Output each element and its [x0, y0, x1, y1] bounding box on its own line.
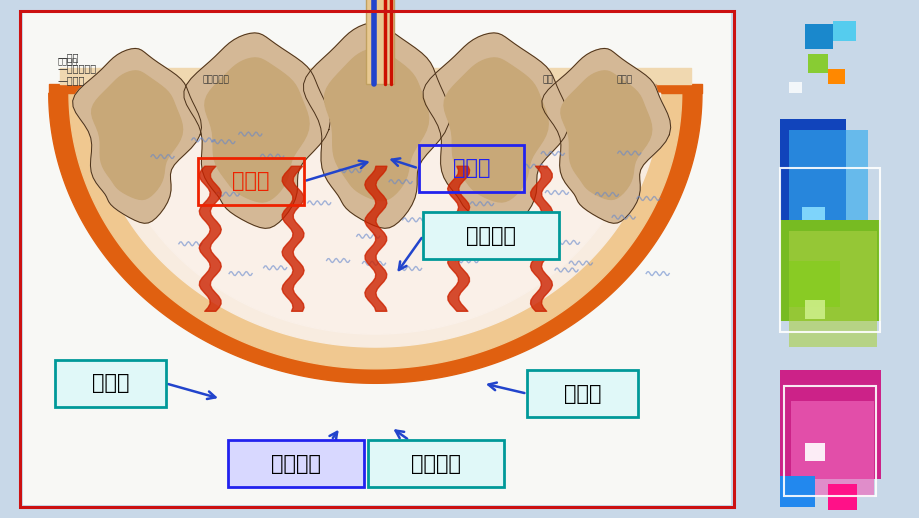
Bar — [790, 401, 873, 497]
Bar — [779, 220, 880, 321]
Polygon shape — [423, 33, 569, 228]
Bar — [789, 82, 801, 93]
Polygon shape — [184, 33, 330, 228]
Bar — [804, 443, 824, 461]
Bar — [801, 207, 824, 228]
Text: 绒毛间隙: 绒毛间隙 — [466, 226, 516, 246]
FancyBboxPatch shape — [228, 440, 364, 487]
Polygon shape — [107, 93, 643, 334]
Polygon shape — [49, 93, 701, 383]
Text: 胎盘隔: 胎盘隔 — [616, 75, 632, 84]
Text: 胎盘循环: 胎盘循环 — [58, 57, 78, 67]
Bar — [366, 0, 393, 84]
Polygon shape — [205, 58, 309, 202]
Bar — [827, 484, 857, 510]
Text: —平滑绳毛膜: —平滑绳毛膜 — [58, 63, 97, 74]
Text: 脐静脉: 脐静脉 — [232, 171, 269, 191]
Bar — [832, 21, 855, 41]
Polygon shape — [90, 93, 660, 347]
Bar — [827, 69, 844, 84]
FancyBboxPatch shape — [55, 360, 165, 407]
Polygon shape — [92, 71, 182, 199]
Bar — [779, 476, 814, 507]
Polygon shape — [561, 71, 651, 199]
Polygon shape — [444, 58, 548, 202]
Bar — [23, 13, 731, 505]
Bar — [783, 386, 875, 496]
FancyBboxPatch shape — [368, 440, 504, 487]
Text: 基蜕膜: 基蜕膜 — [92, 373, 129, 393]
FancyBboxPatch shape — [527, 370, 637, 417]
Polygon shape — [73, 48, 201, 223]
Bar — [779, 370, 880, 479]
Bar — [804, 300, 824, 319]
Bar — [804, 24, 832, 49]
Bar — [20, 11, 733, 507]
Bar — [807, 54, 827, 73]
Bar — [800, 229, 834, 260]
Text: 胎盘隔: 胎盘隔 — [563, 384, 600, 404]
Bar — [779, 168, 879, 332]
Polygon shape — [303, 23, 449, 228]
Text: 脐动脉: 脐动脉 — [452, 159, 490, 178]
Bar — [789, 130, 867, 290]
Text: —羊膜: —羊膜 — [58, 52, 79, 62]
Bar — [779, 119, 845, 259]
Text: —壁茴膜: —壁茴膜 — [58, 75, 85, 85]
Polygon shape — [324, 49, 428, 200]
FancyBboxPatch shape — [423, 212, 559, 259]
Bar — [789, 231, 876, 347]
Text: 毛干: 毛干 — [542, 75, 553, 84]
Bar — [789, 261, 839, 307]
Polygon shape — [69, 93, 681, 369]
Polygon shape — [541, 48, 670, 223]
Text: 丛密绳毛膜: 丛密绳毛膜 — [202, 75, 229, 84]
Text: 螺旋动脉: 螺旋动脉 — [411, 454, 460, 473]
Text: 子宫静脉: 子宫静脉 — [271, 454, 321, 473]
